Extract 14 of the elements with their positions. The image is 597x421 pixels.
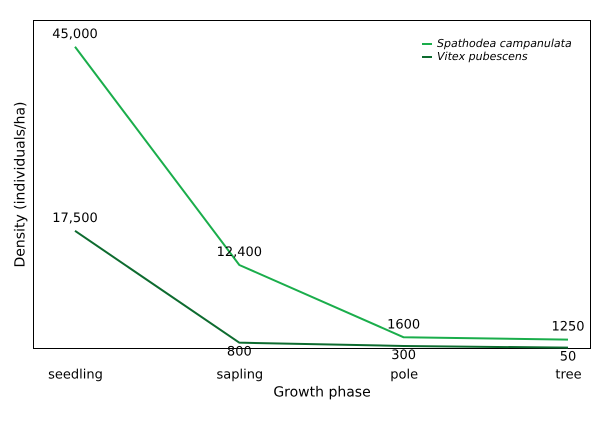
data-label: 45,000	[52, 26, 98, 42]
legend-label: Vitex pubescens	[437, 50, 528, 63]
data-label: 1250	[551, 320, 585, 335]
y-axis-title: Density (individuals/ha)	[12, 101, 28, 268]
x-tick-label: pole	[390, 368, 418, 382]
x-axis-title: Growth phase	[273, 384, 371, 400]
data-label: 1600	[387, 317, 420, 332]
data-label: 50	[560, 350, 576, 365]
legend-label: Spathodea campanulata	[437, 37, 572, 50]
data-label: 17,500	[52, 210, 98, 226]
x-tick-label: tree	[555, 368, 582, 382]
x-tick-label: sapling	[216, 368, 264, 382]
x-tick-label: seedling	[48, 368, 103, 382]
data-label: 300	[391, 348, 416, 363]
